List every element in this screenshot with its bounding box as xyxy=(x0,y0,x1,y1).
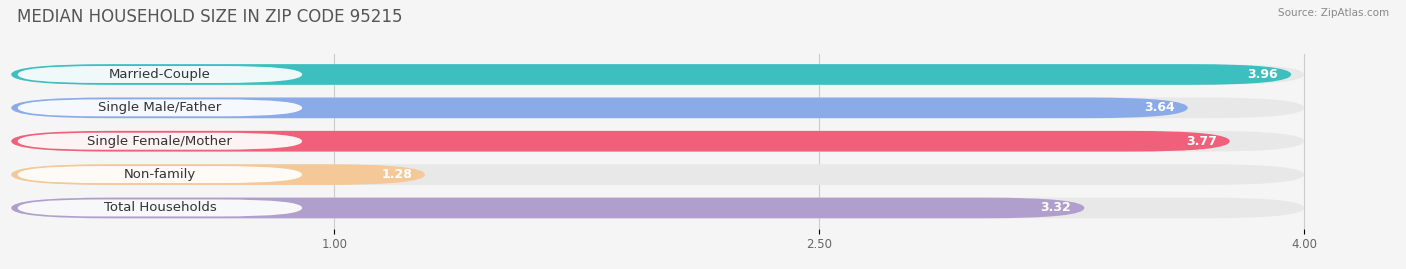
FancyBboxPatch shape xyxy=(11,131,1230,151)
Text: Single Male/Father: Single Male/Father xyxy=(98,101,222,114)
Text: 3.96: 3.96 xyxy=(1247,68,1278,81)
FancyBboxPatch shape xyxy=(11,164,1305,185)
Text: 3.32: 3.32 xyxy=(1040,201,1071,214)
Text: 3.64: 3.64 xyxy=(1144,101,1175,114)
Text: Non-family: Non-family xyxy=(124,168,195,181)
Text: Single Female/Mother: Single Female/Mother xyxy=(87,135,232,148)
FancyBboxPatch shape xyxy=(18,99,302,116)
Text: Married-Couple: Married-Couple xyxy=(110,68,211,81)
FancyBboxPatch shape xyxy=(11,164,425,185)
FancyBboxPatch shape xyxy=(11,64,1291,85)
Text: Total Households: Total Households xyxy=(104,201,217,214)
FancyBboxPatch shape xyxy=(11,64,1305,85)
FancyBboxPatch shape xyxy=(11,97,1188,118)
FancyBboxPatch shape xyxy=(18,66,302,83)
FancyBboxPatch shape xyxy=(18,133,302,150)
FancyBboxPatch shape xyxy=(11,131,1305,151)
FancyBboxPatch shape xyxy=(11,97,1305,118)
Text: Source: ZipAtlas.com: Source: ZipAtlas.com xyxy=(1278,8,1389,18)
Text: 3.77: 3.77 xyxy=(1187,135,1216,148)
FancyBboxPatch shape xyxy=(18,166,302,183)
FancyBboxPatch shape xyxy=(18,200,302,217)
Text: MEDIAN HOUSEHOLD SIZE IN ZIP CODE 95215: MEDIAN HOUSEHOLD SIZE IN ZIP CODE 95215 xyxy=(17,8,402,26)
FancyBboxPatch shape xyxy=(11,198,1084,218)
Text: 1.28: 1.28 xyxy=(381,168,412,181)
FancyBboxPatch shape xyxy=(11,198,1305,218)
